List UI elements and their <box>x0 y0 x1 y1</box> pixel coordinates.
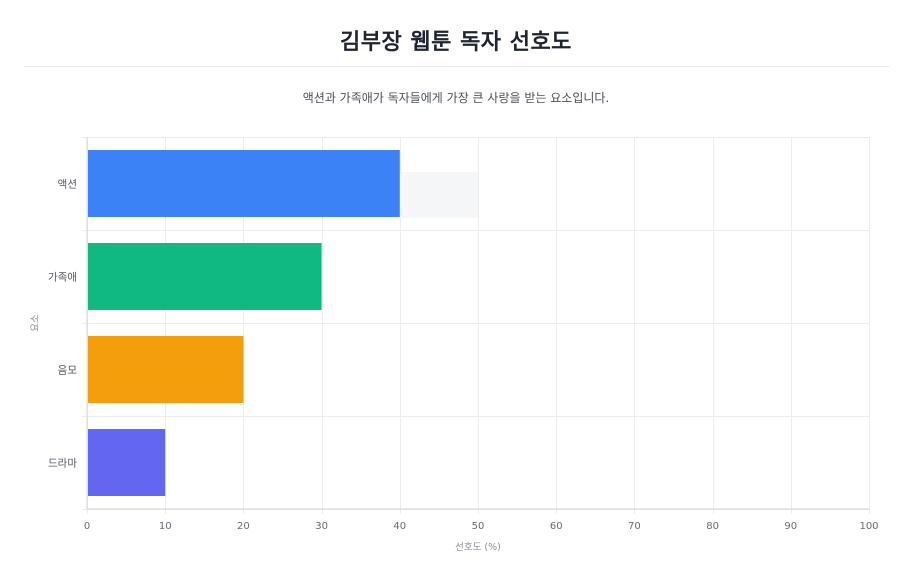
y-axis-title: 요소 <box>30 314 41 332</box>
bar-드라마[interactable] <box>88 429 166 496</box>
bar-음모[interactable] <box>88 336 244 403</box>
x-tick-label-30: 30 <box>315 521 328 532</box>
x-tick-label-100: 100 <box>859 521 878 532</box>
x-tick-label-10: 10 <box>159 521 172 532</box>
page-title: 김부장 웹툰 독자 선호도 <box>340 30 572 55</box>
x-tick-label-50: 50 <box>472 521 485 532</box>
x-tick-label-40: 40 <box>393 521 406 532</box>
x-tick-label-20: 20 <box>237 521 250 532</box>
category-label-음모: 음모 <box>58 365 78 377</box>
category-label-액션: 액션 <box>58 179 77 191</box>
hover-highlight <box>400 172 478 218</box>
title-divider <box>24 66 889 67</box>
bars-group <box>88 150 400 496</box>
x-tick-label-0: 0 <box>84 521 90 532</box>
x-tick-label-80: 80 <box>706 521 719 532</box>
chart-subtitle: 액션과 가족애가 독자들에게 가장 큰 사랑을 받는 요소입니다. <box>302 91 610 105</box>
x-tick-label-90: 90 <box>784 521 797 532</box>
x-tick-label-70: 70 <box>628 521 641 532</box>
x-tick-label-60: 60 <box>550 521 563 532</box>
category-label-가족애: 가족애 <box>48 272 77 284</box>
x-axis-title: 선호도 (%) <box>455 542 501 553</box>
bar-액션[interactable] <box>88 150 400 217</box>
category-label-드라마: 드라마 <box>48 458 77 470</box>
bar-가족애[interactable] <box>88 243 322 310</box>
x-tick-labels: 0 10 20 30 40 50 60 70 80 90 100 <box>84 521 879 532</box>
